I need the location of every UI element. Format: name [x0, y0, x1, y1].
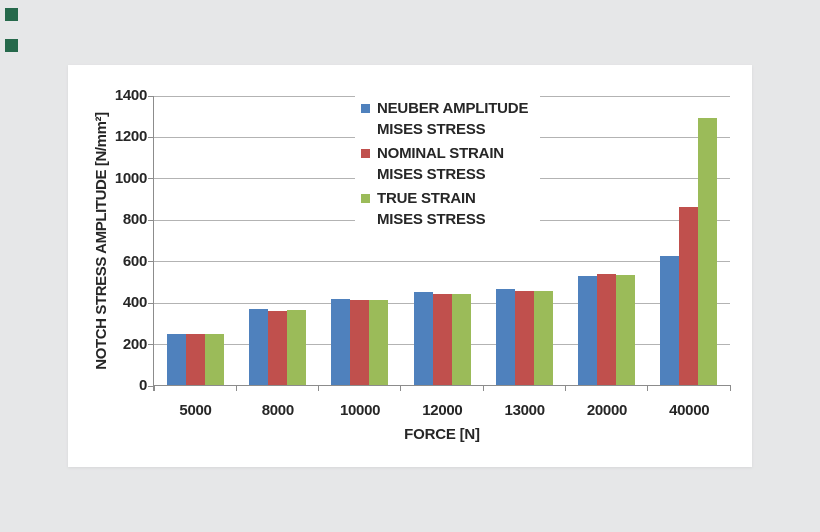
y-tick-label: 1400 — [114, 87, 147, 104]
legend-label: TRUE STRAIN MISES STRESS — [377, 190, 486, 228]
y-tick-label: 0 — [138, 377, 147, 394]
bar-neuber-amplitude-8000 — [248, 308, 268, 385]
bar-neuber-amplitude-10000 — [331, 298, 351, 385]
y-tick — [148, 302, 153, 304]
x-axis-title: FORCE [N] — [404, 426, 480, 443]
bar-true-strain-5000 — [204, 333, 224, 385]
x-category-label: 10000 — [339, 402, 381, 419]
corner-marker — [5, 8, 18, 21]
bar-neuber-amplitude-20000 — [578, 275, 598, 385]
x-tick — [729, 386, 731, 391]
y-tick-label: 1000 — [114, 169, 147, 187]
x-category-label: 8000 — [261, 402, 294, 419]
bar-true-strain-13000 — [533, 290, 553, 385]
bar-nominal-strain-8000 — [267, 310, 287, 385]
legend-item: NEUBER AMPLITUDE MISES STRESS — [361, 98, 528, 140]
legend-swatch — [361, 194, 370, 203]
bar-nominal-strain-5000 — [185, 334, 205, 385]
x-tick — [400, 386, 402, 391]
x-tick — [647, 386, 649, 391]
legend-item: NOMINAL STRAIN MISES STRESS — [361, 143, 528, 185]
legend-swatch — [361, 149, 370, 158]
bar-true-strain-8000 — [286, 310, 306, 385]
bar-neuber-amplitude-13000 — [495, 288, 515, 385]
bar-true-strain-40000 — [698, 117, 718, 385]
x-category-label: 40000 — [669, 402, 710, 419]
y-tick-label: 200 — [122, 335, 147, 353]
x-category-label: 12000 — [422, 402, 463, 419]
bar-nominal-strain-20000 — [597, 273, 617, 385]
y-axis-line — [153, 96, 154, 391]
x-tick — [235, 386, 237, 391]
y-tick-label: 400 — [122, 294, 147, 312]
y-tick — [148, 344, 153, 346]
bar-true-strain-10000 — [369, 299, 389, 385]
legend-item: TRUE STRAIN MISES STRESS — [361, 188, 528, 230]
legend-label: NOMINAL STRAIN MISES STRESS — [377, 145, 504, 183]
bar-neuber-amplitude-40000 — [660, 255, 680, 385]
bar-neuber-amplitude-12000 — [413, 292, 433, 385]
x-tick — [153, 386, 155, 391]
x-category-label: 5000 — [179, 402, 212, 419]
x-tick — [564, 386, 566, 391]
bar-nominal-strain-13000 — [514, 290, 534, 385]
y-tick-label: 800 — [122, 211, 147, 229]
x-axis-line — [153, 385, 731, 386]
bar-nominal-strain-12000 — [432, 294, 452, 385]
y-tick — [148, 261, 153, 263]
y-tick-label: 1200 — [114, 128, 147, 146]
corner-marker — [5, 39, 18, 52]
x-tick — [318, 386, 320, 391]
y-tick — [148, 385, 153, 387]
chart-card: NOTCH STRESS AMPLITUDE [N/mm²] FORCE [N]… — [68, 65, 752, 467]
bar-true-strain-20000 — [616, 274, 636, 385]
legend-swatch — [361, 104, 370, 113]
y-tick — [148, 95, 153, 97]
x-tick — [482, 386, 484, 391]
bar-true-strain-12000 — [451, 293, 471, 385]
x-category-label: 13000 — [504, 402, 546, 419]
legend-label: NEUBER AMPLITUDE MISES STRESS — [377, 100, 529, 138]
y-tick — [148, 136, 153, 138]
bar-nominal-strain-10000 — [350, 300, 370, 385]
bar-nominal-strain-40000 — [679, 206, 699, 385]
legend: NEUBER AMPLITUDE MISES STRESS NOMINAL STR… — [355, 95, 541, 236]
gridline — [154, 261, 730, 263]
bar-neuber-amplitude-5000 — [166, 334, 186, 385]
x-category-label: 20000 — [586, 402, 628, 419]
y-tick-label: 600 — [122, 252, 147, 270]
y-tick — [148, 219, 153, 221]
y-tick — [148, 178, 153, 180]
